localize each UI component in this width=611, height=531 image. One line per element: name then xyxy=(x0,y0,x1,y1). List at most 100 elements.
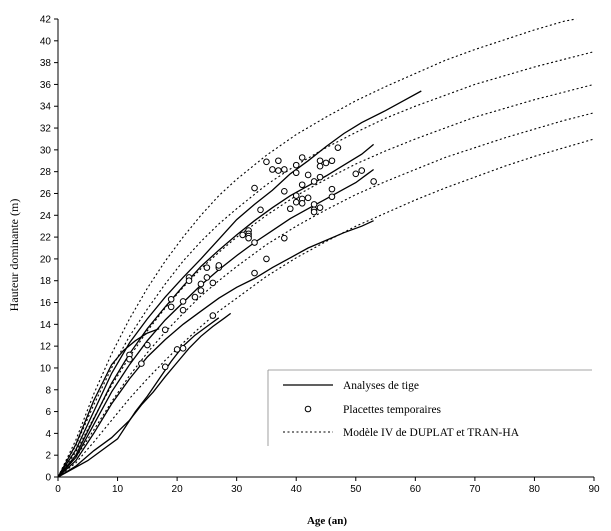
plot-point xyxy=(245,234,252,242)
x-tick-label: 20 xyxy=(172,484,184,495)
plot-point xyxy=(251,184,258,192)
plot-point xyxy=(322,159,330,167)
plot-point xyxy=(197,280,205,288)
plot-point xyxy=(316,162,324,170)
plot-point xyxy=(316,204,324,211)
plot-point xyxy=(161,363,169,371)
x-tick-label: 30 xyxy=(231,484,243,495)
plot-point xyxy=(304,171,312,179)
x-tick-label: 90 xyxy=(588,484,600,495)
x-tick-label: 0 xyxy=(55,484,61,495)
plot-point xyxy=(298,199,306,207)
stem-analysis-curve xyxy=(57,168,374,478)
plot-point xyxy=(269,166,276,173)
x-tick-label: 80 xyxy=(529,484,541,495)
stem-analysis-curve xyxy=(57,220,374,478)
plot-point xyxy=(328,193,336,201)
plot-point xyxy=(304,194,312,202)
plot-point xyxy=(257,206,264,214)
x-ticks: 0 10 20 30 40 50 60 70 80 90 xyxy=(55,477,600,495)
plot-point xyxy=(197,287,205,294)
y-tick-label: 36 xyxy=(40,80,52,91)
y-tick-label: 0 xyxy=(45,473,51,484)
plot-point xyxy=(275,157,282,165)
y-tick-label: 30 xyxy=(40,145,52,156)
plot-point xyxy=(239,231,246,239)
plot-point xyxy=(328,185,336,193)
y-tick-label: 40 xyxy=(40,36,52,47)
x-tick-label: 60 xyxy=(410,484,422,495)
stem-analysis-curve xyxy=(57,312,232,478)
plot-point xyxy=(286,205,294,213)
plot-point xyxy=(370,178,377,185)
y-axis-title: Hauteur dominante (m) xyxy=(7,199,21,312)
plot-point xyxy=(191,293,199,301)
plot-point xyxy=(316,173,324,181)
plot-point xyxy=(310,178,318,185)
y-tick-label: 8 xyxy=(45,385,51,396)
plot-point xyxy=(334,144,342,151)
plot-point xyxy=(126,355,133,363)
y-tick-label: 38 xyxy=(40,58,52,69)
y-tick-label: 42 xyxy=(40,15,52,26)
model-curve xyxy=(57,18,577,478)
x-tick-label: 70 xyxy=(469,484,481,495)
plot-point xyxy=(281,166,288,173)
plot-layer xyxy=(57,18,595,478)
plot-point xyxy=(209,312,217,319)
y-tick-label: 4 xyxy=(45,429,51,440)
legend-label-stem: Analyses de tige xyxy=(343,380,419,392)
plot-point xyxy=(203,264,211,271)
plot-point xyxy=(144,341,151,349)
model-curve xyxy=(57,112,595,478)
plot-point xyxy=(310,208,318,216)
y-tick-label: 18 xyxy=(40,276,52,287)
plot-point xyxy=(209,279,217,287)
x-tick-label: 50 xyxy=(350,484,362,495)
plot-point xyxy=(292,161,300,169)
stem-analysis-curve xyxy=(57,90,422,478)
plot-point xyxy=(358,167,366,174)
y-tick-label: 34 xyxy=(40,102,52,113)
plot-point xyxy=(275,167,282,174)
plot-point xyxy=(138,360,145,367)
plot-point xyxy=(179,345,187,352)
model-curve xyxy=(57,51,595,478)
legend-circle-marker xyxy=(304,405,312,413)
plot-point xyxy=(298,181,306,189)
stem-analysis-curve xyxy=(57,317,220,478)
y-tick-label: 10 xyxy=(40,363,52,374)
plot-point xyxy=(292,192,300,199)
legend-label-model: Modèle IV de DUPLAT et TRAN-HA xyxy=(343,427,520,439)
plot-point xyxy=(167,295,175,303)
y-tick-label: 26 xyxy=(40,189,52,200)
plot-point xyxy=(185,277,193,285)
plot-point xyxy=(215,262,223,269)
x-tick-label: 10 xyxy=(112,484,124,495)
plot-point xyxy=(281,234,288,242)
y-tick-label: 28 xyxy=(40,167,52,178)
y-tick-label: 24 xyxy=(40,211,52,222)
legend-label-plots: Placettes temporaires xyxy=(343,404,442,416)
stem-analysis-curve xyxy=(57,143,375,478)
plot-point xyxy=(292,198,300,206)
plot-point xyxy=(179,298,187,305)
plot-point xyxy=(161,326,169,334)
plot-point xyxy=(328,157,336,165)
legend-box xyxy=(268,370,594,447)
plot-point xyxy=(251,239,258,246)
plot-point xyxy=(292,169,300,177)
plot-point xyxy=(251,269,258,277)
plot-point xyxy=(281,187,288,195)
plot-point xyxy=(173,346,181,353)
plot-point xyxy=(167,303,175,311)
model-curve xyxy=(57,138,595,478)
y-tick-label: 32 xyxy=(40,124,52,135)
plot-point xyxy=(352,170,360,178)
y-tick-label: 6 xyxy=(45,407,51,418)
x-tick-label: 40 xyxy=(291,484,303,495)
plot-point xyxy=(310,201,318,208)
plot-point xyxy=(263,158,270,166)
